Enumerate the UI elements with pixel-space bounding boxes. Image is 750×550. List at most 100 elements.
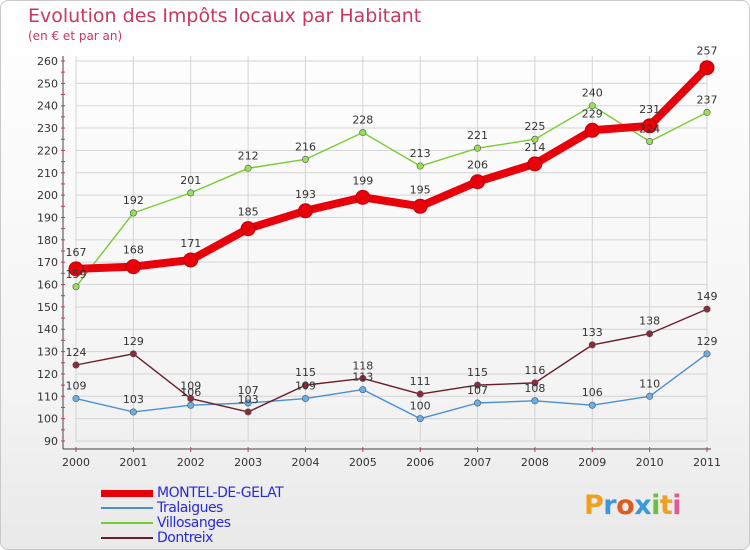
logo-letter: t [659, 490, 673, 521]
series-line [75, 105, 708, 288]
data-point [588, 102, 596, 110]
data-label: 113 [352, 371, 373, 384]
data-label: 206 [467, 159, 488, 172]
data-point [359, 129, 367, 137]
y-tick-label: 100 [37, 413, 58, 426]
data-label: 225 [524, 120, 545, 133]
logo-letter: i [672, 490, 682, 521]
data-label: 201 [180, 174, 201, 187]
legend-swatch [101, 522, 153, 524]
legend-label: Tralaigues [157, 500, 223, 516]
data-point [244, 399, 252, 407]
data-point [703, 305, 711, 313]
data-label: 237 [697, 93, 718, 106]
data-label: 212 [238, 149, 259, 162]
y-tick-label: 220 [37, 144, 58, 157]
y-tick-label: 210 [37, 167, 58, 180]
series-line [72, 63, 711, 273]
data-point [129, 209, 137, 217]
data-point [531, 135, 539, 143]
data-point [68, 261, 84, 277]
data-label: 168 [123, 244, 144, 257]
data-point [412, 198, 428, 214]
y-tick-label: 180 [37, 234, 58, 247]
legend-item-dontreix: Dontreix [101, 530, 213, 546]
data-label: 192 [123, 194, 144, 207]
data-point [301, 155, 309, 163]
data-point [240, 221, 256, 237]
legend-label: Dontreix [157, 530, 213, 546]
y-tick-label: 150 [37, 301, 58, 314]
data-point [646, 137, 654, 145]
data-label: 124 [66, 346, 87, 359]
data-point [531, 397, 539, 405]
y-tick-label: 130 [37, 346, 58, 359]
data-point [72, 283, 80, 291]
data-point [355, 189, 371, 205]
y-tick-label: 170 [37, 256, 58, 269]
logo-letter: x [634, 490, 652, 521]
x-tick-label: 2000 [62, 456, 90, 469]
series-line [75, 308, 708, 413]
logo-letter: o [616, 490, 635, 521]
data-point [72, 395, 80, 403]
data-point [588, 341, 596, 349]
data-label: 138 [639, 315, 660, 328]
data-label: 115 [467, 366, 488, 379]
data-label: 111 [410, 375, 431, 388]
data-point [703, 108, 711, 116]
data-point [187, 401, 195, 409]
y-tick-label: 110 [37, 390, 58, 403]
data-label: 193 [295, 188, 316, 201]
x-tick-label: 2002 [177, 456, 205, 469]
y-tick-label: 240 [37, 100, 58, 113]
data-point [129, 408, 137, 416]
chart-subtitle: (en € et par an) [28, 29, 123, 43]
data-point [703, 350, 711, 358]
x-tick-label: 2005 [349, 456, 377, 469]
y-tick-label: 120 [37, 368, 58, 381]
data-point [646, 330, 654, 338]
y-tick-label: 190 [37, 211, 58, 224]
data-label: 224 [639, 122, 660, 135]
data-point [129, 350, 137, 358]
y-tick-label: 260 [37, 55, 58, 68]
data-label: 108 [524, 382, 545, 395]
data-point [183, 252, 199, 268]
legend-label: MONTEL-DE-GELAT [157, 485, 284, 501]
x-tick-label: 2006 [406, 456, 434, 469]
data-label: 213 [410, 147, 431, 160]
x-tick-label: 2009 [578, 456, 606, 469]
data-label: 171 [180, 237, 201, 250]
data-label: 103 [238, 393, 259, 406]
data-label: 231 [639, 103, 660, 116]
data-point [584, 122, 600, 138]
x-tick-label: 2007 [464, 456, 492, 469]
x-tick-label: 2003 [234, 456, 262, 469]
data-label: 106 [582, 386, 603, 399]
legend-item-villosanges: Villosanges [101, 515, 231, 531]
data-point [470, 174, 486, 190]
data-point [642, 118, 658, 134]
data-label: 109 [66, 380, 87, 393]
data-point [72, 361, 80, 369]
data-label: 257 [697, 45, 718, 58]
legend-item-tralaigues: Tralaigues [101, 500, 223, 516]
data-label: 109 [295, 380, 316, 393]
data-label: 129 [697, 335, 718, 348]
series-line [75, 353, 708, 420]
data-label: 100 [410, 400, 431, 413]
data-label: 240 [582, 87, 603, 100]
proxiti-logo: Proxiti [584, 490, 682, 521]
data-point [474, 399, 482, 407]
data-label: 199 [352, 174, 373, 187]
data-point [187, 395, 195, 403]
data-label: 149 [697, 290, 718, 303]
data-point [187, 189, 195, 197]
data-point [416, 162, 424, 170]
data-point [125, 259, 141, 275]
data-label: 116 [524, 364, 545, 377]
x-tick-label: 2001 [119, 456, 147, 469]
data-label: 106 [180, 386, 201, 399]
